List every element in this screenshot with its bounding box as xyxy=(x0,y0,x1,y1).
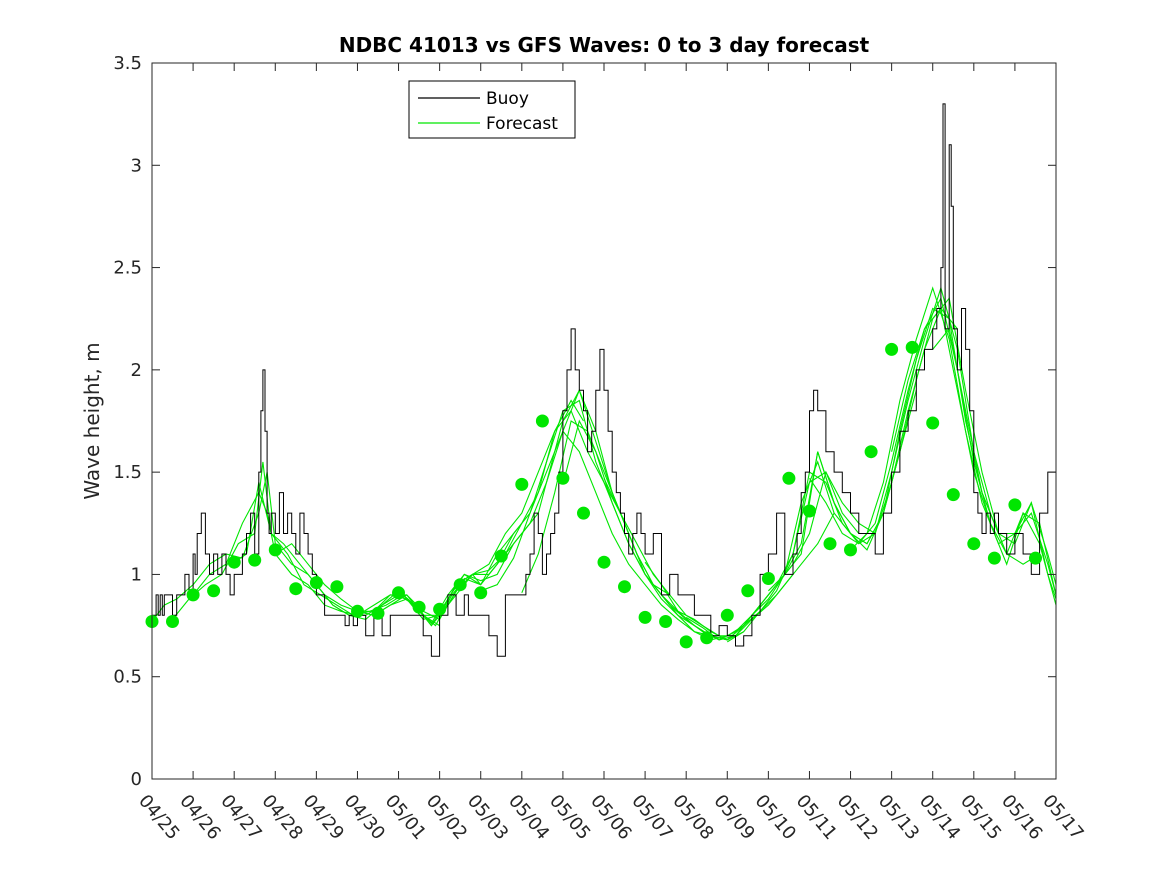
plot-area xyxy=(145,103,1057,657)
analysis-point xyxy=(166,615,179,628)
analysis-point xyxy=(392,586,405,600)
analysis-point xyxy=(741,584,755,598)
analysis-point xyxy=(577,506,590,520)
y-tick-label: 2.5 xyxy=(113,258,142,279)
analysis-point xyxy=(720,608,734,622)
y-tick-label: 2 xyxy=(131,360,142,381)
analysis-point xyxy=(351,604,364,618)
analysis-point xyxy=(782,471,796,485)
analysis-point xyxy=(761,572,775,585)
analysis-point xyxy=(823,537,837,551)
legend: Buoy Forecast xyxy=(408,80,576,139)
analysis-point xyxy=(453,578,467,592)
forecast-line-11 xyxy=(562,419,876,641)
analysis-point xyxy=(474,586,488,600)
analysis-point xyxy=(946,488,960,502)
analysis-point xyxy=(412,600,426,614)
analysis-point xyxy=(515,477,529,491)
analysis-point xyxy=(864,445,878,459)
analysis-point xyxy=(309,576,323,590)
analysis-point xyxy=(494,549,508,563)
y-tick-label: 0 xyxy=(131,769,142,790)
analysis-point xyxy=(289,582,303,596)
analysis-point xyxy=(844,543,857,557)
legend-forecast-label: Forecast xyxy=(486,114,558,134)
analysis-point xyxy=(803,504,816,518)
analysis-point xyxy=(597,555,611,569)
y-tick-label: 1 xyxy=(131,564,142,585)
buoy-line xyxy=(152,103,1057,657)
analysis-point xyxy=(967,537,981,551)
legend-box xyxy=(408,80,576,139)
analysis-point xyxy=(885,342,899,356)
analysis-point xyxy=(926,416,940,430)
analysis-point xyxy=(371,606,385,620)
analysis-point xyxy=(618,580,631,594)
analysis-point xyxy=(638,610,652,624)
forecast-line-7 xyxy=(398,399,711,637)
forecast-line-18 xyxy=(850,286,1057,596)
analysis-point xyxy=(227,555,241,569)
analysis-point xyxy=(556,471,570,485)
analysis-point xyxy=(330,580,344,594)
analysis-point xyxy=(987,551,1001,565)
analysis-point xyxy=(186,588,200,602)
legend-buoy-label: Buoy xyxy=(486,89,529,109)
y-tick-label: 3 xyxy=(131,155,142,176)
analysis-point xyxy=(248,553,262,567)
y-tick-label: 3.5 xyxy=(113,53,142,74)
analysis-point xyxy=(1008,498,1022,512)
analysis-point xyxy=(700,631,714,645)
y-tick-label: 1.5 xyxy=(113,462,142,483)
analysis-point xyxy=(1029,551,1042,565)
forecast-line-5 xyxy=(315,388,630,625)
forecast-line-10 xyxy=(521,420,835,641)
forecast-line-15 xyxy=(727,286,1040,643)
analysis-point xyxy=(433,602,447,616)
chart-title: NDBC 41013 vs GFS Waves: 0 to 3 day fore… xyxy=(339,33,870,57)
analysis-point xyxy=(659,615,673,628)
y-tick-label: 0.5 xyxy=(113,667,142,688)
analysis-point xyxy=(535,414,549,428)
analysis-point xyxy=(268,543,282,557)
analysis-point xyxy=(207,584,221,598)
analysis-point xyxy=(905,340,919,354)
y-axis-label: Wave height, m xyxy=(80,342,104,499)
analysis-point xyxy=(679,635,693,649)
